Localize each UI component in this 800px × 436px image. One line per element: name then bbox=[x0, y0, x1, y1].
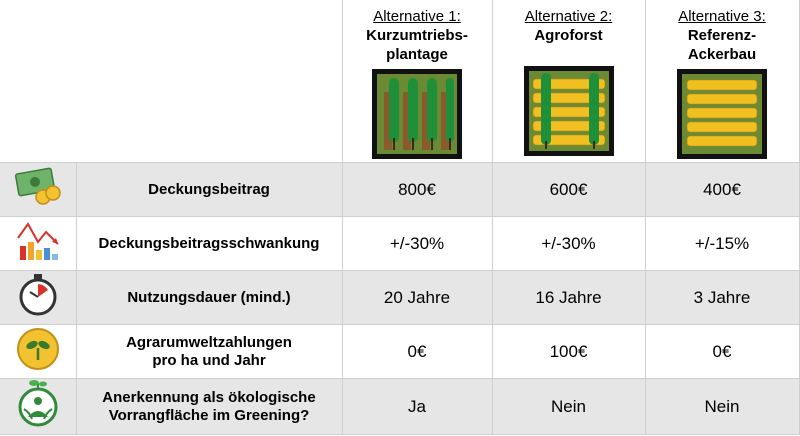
alternative-3-name: Referenz- Ackerbau bbox=[687, 27, 757, 63]
row-deckungsbeitrag: Deckungsbeitrag 800€ 600€ 400€ bbox=[0, 162, 800, 217]
row-5-label: Anerkennung als ökologische Vorrangfläch… bbox=[102, 388, 316, 424]
row-5-value-2: Nein bbox=[551, 396, 586, 416]
row-2-icon-cell bbox=[0, 216, 77, 271]
agroforestry-field-icon bbox=[523, 66, 614, 156]
row-3-value-2: 16 Jahre bbox=[535, 287, 602, 307]
row-5-value-1: Ja bbox=[408, 396, 426, 416]
row-1-value-1: 800€ bbox=[398, 179, 436, 199]
wheat-field-icon bbox=[677, 69, 767, 159]
row-2-value-1: +/-30% bbox=[389, 233, 445, 253]
alternative-1-name: Kurzumtriebs- plantage bbox=[366, 27, 468, 63]
row-3-value-1: 20 Jahre bbox=[383, 287, 451, 307]
fluctuation-chart-icon bbox=[16, 222, 59, 260]
alternative-2-title: Alternative 2: bbox=[524, 8, 613, 25]
alternative-1-title: Alternative 1: bbox=[373, 8, 461, 25]
row-deckungsbeitragsschwankung: Deckungsbeitragsschwankung +/-30% +/-30%… bbox=[0, 216, 800, 271]
alternative-2-header: Alternative 2: Agroforst bbox=[491, 0, 646, 163]
money-icon bbox=[14, 167, 61, 205]
row-3-icon-cell bbox=[0, 270, 77, 325]
row-4-value-3: 0€ bbox=[712, 341, 732, 361]
row-2-label: Deckungsbeitragsschwankung bbox=[98, 234, 320, 252]
row-4-value-1: 0€ bbox=[407, 341, 427, 361]
row-5-icon-cell bbox=[0, 378, 77, 435]
header-blank-cell bbox=[0, 0, 343, 163]
row-1-value-2: 600€ bbox=[549, 179, 588, 199]
alternative-1-header: Alternative 1: Kurzumtriebs- plantage bbox=[341, 0, 493, 163]
row-3-label: Nutzungsdauer (mind.) bbox=[127, 288, 291, 306]
row-2-value-2: +/-30% bbox=[541, 233, 596, 253]
row-1-icon-cell bbox=[0, 162, 77, 217]
row-2-value-3: +/-15% bbox=[694, 233, 750, 253]
header-row: Alternative 1: Kurzumtriebs- plantage bbox=[0, 0, 800, 163]
row-1-label: Deckungsbeitrag bbox=[148, 180, 270, 198]
stopwatch-icon bbox=[19, 274, 57, 316]
row-5-value-3: Nein bbox=[704, 396, 740, 416]
alternative-3-header: Alternative 3: Referenz- Ackerbau bbox=[644, 0, 800, 163]
row-3-value-3: 3 Jahre bbox=[693, 287, 751, 307]
row-4-value-2: 100€ bbox=[549, 341, 588, 361]
alternative-2-name: Agroforst bbox=[534, 27, 603, 44]
row-1-value-3: 400€ bbox=[703, 179, 741, 199]
short-rotation-plantation-icon bbox=[372, 69, 462, 159]
row-anerkennung: Anerkennung als ökologische Vorrangfläch… bbox=[0, 378, 800, 435]
row-nutzungsdauer: Nutzungsdauer (mind.) 20 Jahre 16 Jahre … bbox=[0, 270, 800, 325]
row-4-icon-cell bbox=[0, 324, 77, 379]
row-agrarumweltzahlungen: Agrarumweltzahlungen pro ha und Jahr 0€ … bbox=[0, 324, 800, 379]
greening-person-icon bbox=[18, 380, 58, 427]
sprout-coin-icon bbox=[16, 328, 59, 370]
row-4-label: Agrarumweltzahlungen pro ha und Jahr bbox=[126, 333, 292, 369]
alternative-3-title: Alternative 3: bbox=[678, 8, 766, 25]
